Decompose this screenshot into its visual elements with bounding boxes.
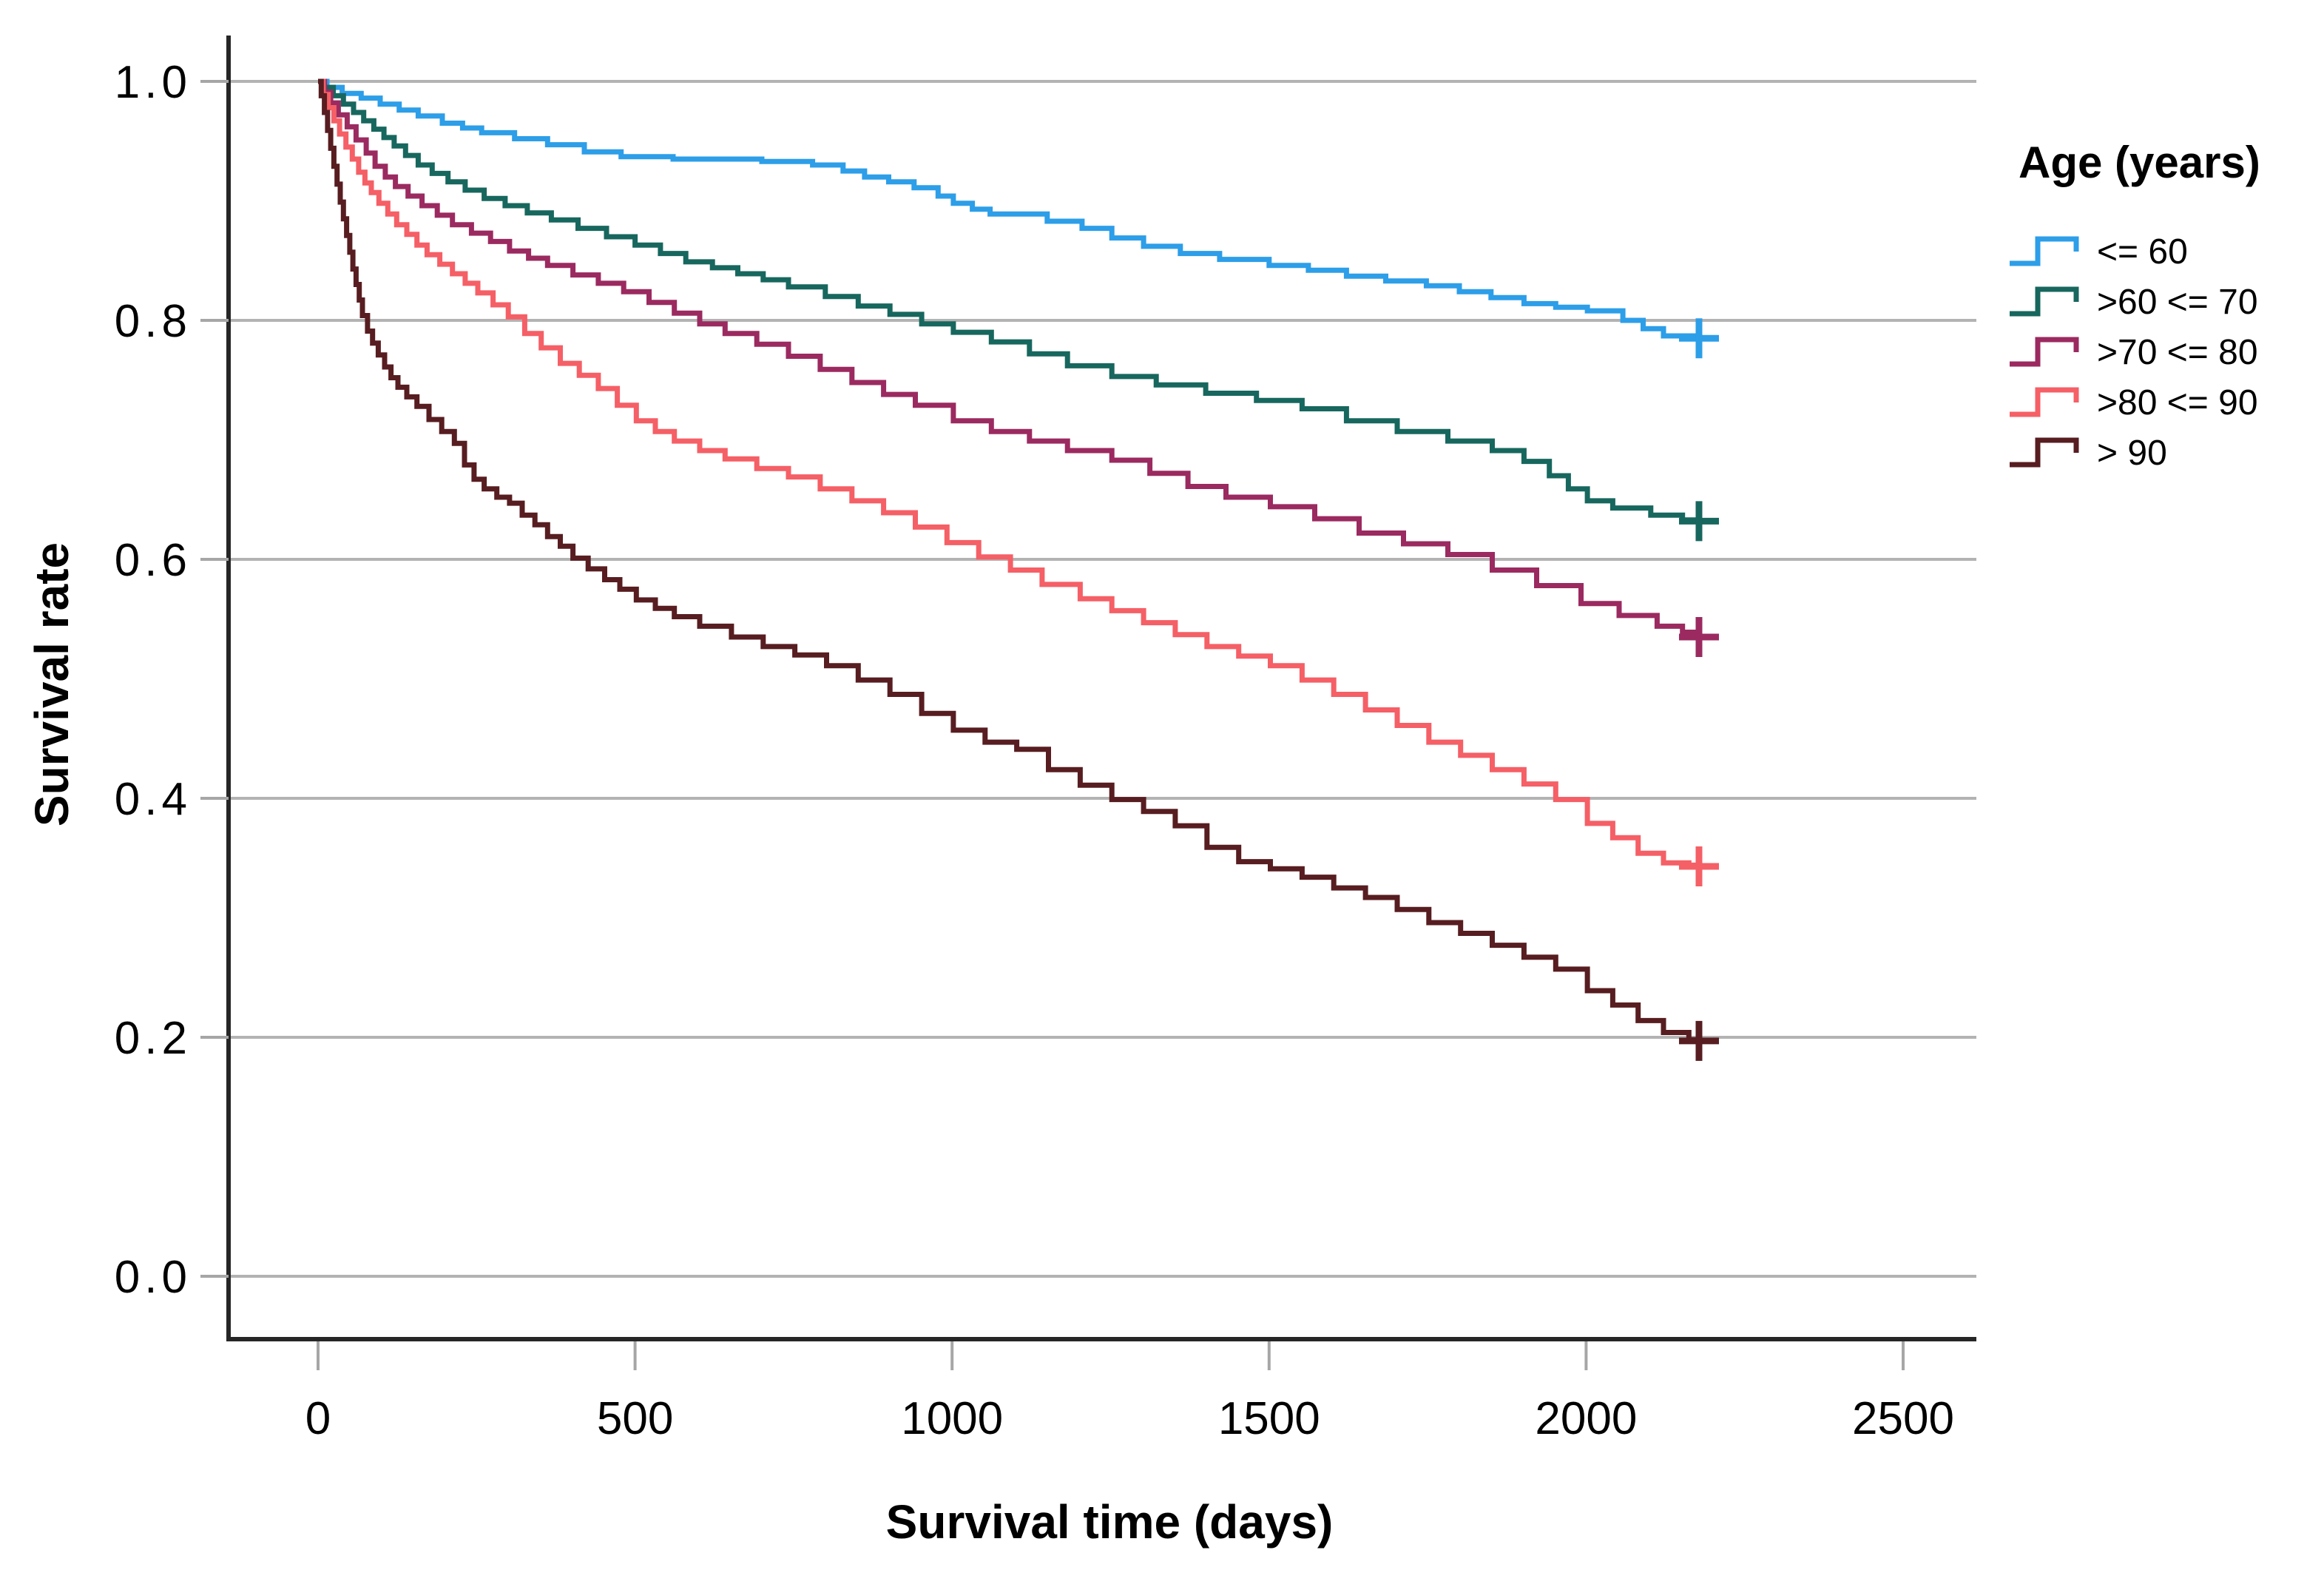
x-axis-title: Survival time (days) <box>885 1495 1334 1549</box>
legend-step-swatch-icon <box>2010 286 2079 317</box>
legend-label: >80 <= 90 <box>2097 383 2258 422</box>
svg-text:1500: 1500 <box>1218 1393 1320 1444</box>
tick-marks <box>200 80 1905 1370</box>
legend-item-60-70: >60 <= 70 <box>2008 282 2319 322</box>
svg-text:1.0: 1.0 <box>115 57 192 108</box>
svg-text:0.2: 0.2 <box>115 1013 192 1064</box>
svg-text:500: 500 <box>597 1393 673 1444</box>
tick-labels: 1.0 0.8 0.6 0.4 0.2 0.0 0 500 1000 1500 2000 2500 <box>115 57 1954 1444</box>
svg-text:2500: 2500 <box>1852 1393 1954 1444</box>
svg-text:0: 0 <box>305 1393 331 1444</box>
svg-text:0.0: 0.0 <box>115 1252 192 1303</box>
legend: Age (years) <= 60 >60 <= 70 >70 <= 80 >8… <box>2008 137 2319 484</box>
legend-step-swatch-icon <box>2010 387 2079 417</box>
legend-label: >60 <= 70 <box>2097 282 2258 322</box>
legend-item-le-60: <= 60 <box>2008 232 2319 272</box>
legend-step-swatch-icon <box>2010 337 2079 367</box>
legend-label: > 90 <box>2097 433 2167 473</box>
svg-text:0.8: 0.8 <box>115 296 192 347</box>
legend-item-gt-90: > 90 <box>2008 433 2319 473</box>
svg-text:1000: 1000 <box>901 1393 1003 1444</box>
legend-title: Age (years) <box>2019 138 2260 187</box>
legend-step-swatch-icon <box>2010 437 2079 468</box>
legend-step-swatch-icon <box>2010 236 2079 266</box>
legend-item-80-90: >80 <= 90 <box>2008 383 2319 422</box>
svg-text:0.6: 0.6 <box>115 535 192 586</box>
legend-label: >70 <= 80 <box>2097 332 2258 372</box>
y-axis-title: Survival rate <box>25 542 78 827</box>
legend-label: <= 60 <box>2097 232 2188 272</box>
censor-marks <box>1678 318 1719 1061</box>
axis-lines <box>226 36 1976 1341</box>
svg-text:2000: 2000 <box>1535 1393 1637 1444</box>
gridlines <box>229 80 1976 1278</box>
legend-item-70-80: >70 <= 80 <box>2008 332 2319 372</box>
svg-text:0.4: 0.4 <box>115 774 192 825</box>
survival-curves <box>318 78 1711 1044</box>
